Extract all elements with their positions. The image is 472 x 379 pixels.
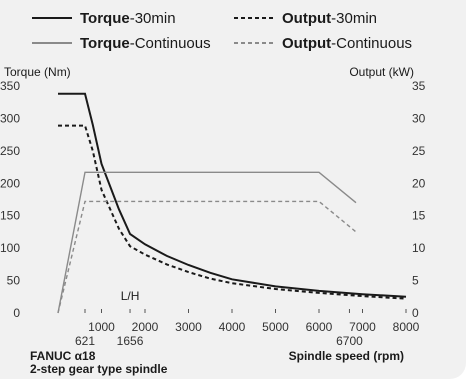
y-left-tick-label: 100 <box>0 241 20 255</box>
x-sub-tick-label: 1656 <box>117 334 144 348</box>
legend-label-bold: Output <box>282 35 331 52</box>
plot-area: 0 50 100 150 200 250 300 350 0 5 10 15 20 25 30 35 1000 2… <box>0 79 426 348</box>
x-tick-label: 2000 <box>132 320 159 334</box>
legend: Torque-30min Output-30minTorque-Continuou… <box>32 10 412 52</box>
left-axis-title: Torque (Nm) <box>4 65 71 79</box>
legend-label: Torque-30min <box>80 10 176 27</box>
x-axis-title: Spindle speed (rpm) <box>289 349 404 363</box>
lh-annotation: L/H <box>121 289 140 303</box>
legend-label-suffix: -30min <box>130 10 176 27</box>
x-tick-label: 7000 <box>349 320 376 334</box>
x-tick-label: 8000 <box>393 320 420 334</box>
y-right-tick-label: 25 <box>412 144 426 158</box>
x-tick-label: 5000 <box>262 320 289 334</box>
model-name: FANUC α18 <box>30 349 96 363</box>
legend-label-suffix: -Continuous <box>331 35 412 52</box>
y-left-tick-label: 200 <box>0 176 20 190</box>
legend-label-suffix: -30min <box>331 10 377 27</box>
series-line-output-continuous <box>57 200 357 314</box>
legend-label: Torque-Continuous <box>80 35 211 52</box>
y-right-tick-label: 15 <box>412 209 426 223</box>
y-right-tick-label: 5 <box>412 274 419 288</box>
x-sub-tick-label: 621 <box>75 334 95 348</box>
series-line-torque-continuous <box>58 124 407 300</box>
legend-label-bold: Torque <box>80 10 130 27</box>
x-tick-label: 4000 <box>219 320 246 334</box>
y-left-tick-label: 50 <box>7 274 21 288</box>
y-left-tick-label: 300 <box>0 111 20 125</box>
legend-label-bold: Output <box>282 10 331 27</box>
series-line-torque-30min <box>58 92 407 298</box>
series-line-output-30min <box>57 171 357 314</box>
y-right-tick-label: 20 <box>412 176 426 190</box>
legend-label-suffix: -Continuous <box>130 35 211 52</box>
x-sub-tick-label: 6700 <box>336 334 363 348</box>
legend-label-bold: Torque <box>80 35 130 52</box>
y-right-tick-label: 0 <box>412 306 419 320</box>
y-right-tick-label: 10 <box>412 241 426 255</box>
y-left-tick-label: 0 <box>13 306 20 320</box>
y-left-tick-label: 150 <box>0 209 20 223</box>
x-tick-label: 6000 <box>306 320 333 334</box>
y-right-tick-label: 30 <box>412 111 426 125</box>
model-type: 2-step gear type spindle <box>30 362 168 376</box>
x-tick-label: 1000 <box>88 320 115 334</box>
legend-label: Output-Continuous <box>282 35 412 52</box>
y-left-tick-label: 250 <box>0 144 20 158</box>
legend-label: Output-30min <box>282 10 377 27</box>
y-left-tick-label: 350 <box>0 79 20 93</box>
y-right-tick-label: 35 <box>412 79 426 93</box>
x-tick-label: 3000 <box>175 320 202 334</box>
right-axis-title: Output (kW) <box>349 65 414 79</box>
